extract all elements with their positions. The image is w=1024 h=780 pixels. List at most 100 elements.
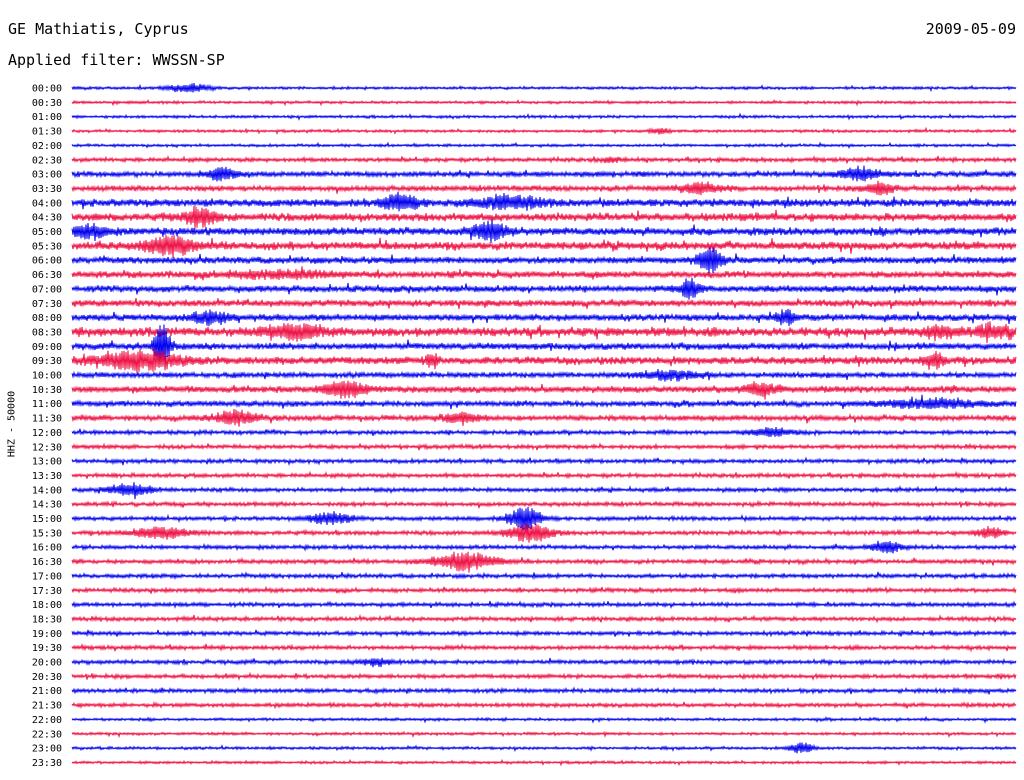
seismic-trace (71, 266, 1017, 281)
row-time-label: 08:30 (32, 327, 62, 338)
row-time-label: 16:00 (32, 543, 62, 554)
row-time-label: 22:00 (32, 715, 62, 726)
seismic-trace (71, 523, 1017, 543)
row-time-label: 11:00 (32, 399, 62, 410)
seismic-trace (71, 730, 1017, 739)
row-time-label: 12:00 (32, 428, 62, 439)
row-time-label: 01:30 (32, 127, 62, 138)
row-time-label: 15:30 (32, 528, 62, 539)
seismic-trace (71, 205, 1017, 229)
seismic-trace (71, 126, 1017, 136)
row-time-label: 13:30 (32, 471, 62, 482)
seismic-trace (71, 715, 1017, 724)
seismic-trace (71, 321, 1017, 344)
seismic-trace (71, 180, 1017, 196)
row-time-label: 09:00 (32, 342, 62, 353)
row-time-label: 01:00 (32, 112, 62, 123)
seismic-trace (71, 347, 1017, 374)
seismic-trace (71, 308, 1017, 327)
row-time-label: 08:00 (32, 313, 62, 324)
seismic-trace (71, 613, 1017, 624)
row-time-label: 23:30 (32, 758, 62, 769)
seismic-trace (71, 657, 1017, 668)
seismic-trace (71, 600, 1017, 610)
seismic-trace (71, 82, 1017, 93)
seismic-trace (71, 426, 1017, 438)
row-time-label: 00:00 (32, 84, 62, 95)
seismic-trace (71, 585, 1017, 595)
seismic-trace (71, 154, 1017, 165)
seismic-trace (71, 700, 1017, 710)
row-time-label: 05:30 (32, 241, 62, 252)
row-time-label: 11:30 (32, 414, 62, 425)
seismic-trace (71, 394, 1017, 410)
seismic-trace (71, 642, 1017, 653)
seismic-trace (71, 98, 1017, 107)
row-time-label: 22:30 (32, 729, 62, 740)
filter-label: Applied filter: WWSSN-SP (8, 51, 225, 69)
row-time-label: 13:00 (32, 457, 62, 468)
row-time-label: 04:30 (32, 213, 62, 224)
seismic-trace (71, 551, 1017, 573)
seismic-trace (71, 112, 1017, 121)
row-time-label: 10:30 (32, 385, 62, 396)
row-time-label: 16:30 (32, 557, 62, 568)
row-time-label: 03:00 (32, 170, 62, 181)
row-time-label: 02:30 (32, 155, 62, 166)
row-time-label: 10:00 (32, 371, 62, 382)
seismic-trace (71, 141, 1017, 150)
seismic-trace (71, 369, 1017, 382)
seismic-trace (71, 571, 1017, 581)
row-time-label: 17:30 (32, 586, 62, 597)
filter-prefix: Applied filter: (8, 51, 153, 69)
row-time-label: 00:30 (32, 98, 62, 109)
row-time-label: 20:30 (32, 672, 62, 683)
row-time-label: 19:00 (32, 629, 62, 640)
row-time-label: 21:30 (32, 701, 62, 712)
row-time-label: 21:00 (32, 686, 62, 697)
seismic-trace (71, 686, 1017, 696)
seismic-trace (71, 629, 1017, 639)
row-time-label: 17:00 (32, 571, 62, 582)
seismic-trace (71, 758, 1017, 767)
row-time-label: 07:30 (32, 299, 62, 310)
seismic-trace (71, 540, 1017, 554)
seismic-trace (71, 191, 1017, 212)
row-time-label: 18:30 (32, 614, 62, 625)
seismic-trace (71, 442, 1017, 452)
seismic-trace (71, 277, 1017, 300)
row-time-label: 19:30 (32, 643, 62, 654)
filter-value: WWSSN-SP (152, 51, 225, 69)
seismic-trace (71, 219, 1017, 243)
seismic-trace (71, 742, 1017, 754)
seismic-trace (71, 482, 1017, 500)
seismic-trace (71, 456, 1017, 467)
station-title: GE Mathiatis, Cyprus (8, 20, 189, 38)
row-time-label: 07:00 (32, 284, 62, 295)
row-time-label: 03:30 (32, 184, 62, 195)
record-date: 2009-05-09 (925, 20, 1016, 38)
seismic-trace (71, 671, 1017, 682)
row-time-label: 12:30 (32, 442, 62, 453)
seismic-trace (71, 297, 1017, 310)
seismic-trace (71, 470, 1017, 480)
row-time-label: 05:00 (32, 227, 62, 238)
seismic-trace (71, 408, 1017, 427)
seismic-trace (71, 380, 1017, 400)
row-time-label: 06:00 (32, 256, 62, 267)
seismic-trace (71, 324, 1017, 368)
row-time-label: 14:30 (32, 500, 62, 511)
row-time-label: 09:30 (32, 356, 62, 367)
row-time-label: 04:00 (32, 198, 62, 209)
seismic-trace (71, 165, 1017, 182)
seismic-trace (71, 234, 1017, 258)
seismic-trace (71, 499, 1017, 509)
row-time-label: 23:00 (32, 744, 62, 755)
row-time-label: 14:00 (32, 485, 62, 496)
seismic-trace (71, 506, 1017, 531)
row-time-label: 15:00 (32, 514, 62, 525)
row-time-label: 06:30 (32, 270, 62, 281)
row-time-label: 18:00 (32, 600, 62, 611)
row-time-label: 20:00 (32, 658, 62, 669)
